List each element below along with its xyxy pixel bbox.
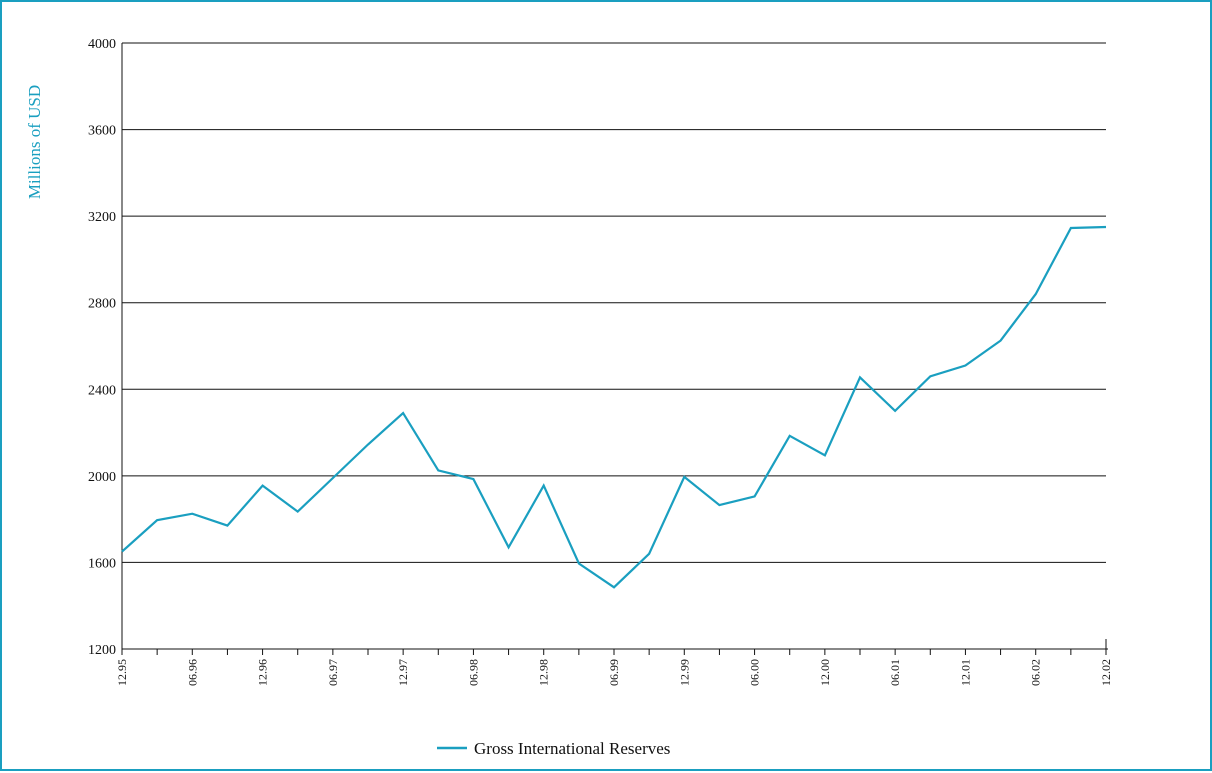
y-tick-labels: 1200 1600 2000 2400 2800 3200 3600 4000 xyxy=(88,37,116,658)
grid-lines xyxy=(122,42,1106,563)
series-line xyxy=(121,225,1107,589)
x-tick-label: 06.99 xyxy=(607,659,621,686)
x-tick-label: 06.97 xyxy=(326,659,340,686)
x-tick-label: 12.02 xyxy=(1099,659,1113,686)
y-tick-label: 1200 xyxy=(88,643,116,658)
legend-label: Gross International Reserves xyxy=(474,739,670,758)
x-tick-label: 12.01 xyxy=(958,659,972,686)
x-tick-label: 06.96 xyxy=(185,659,199,686)
y-tick-label: 3200 xyxy=(88,210,116,225)
x-tick-label: 06.01 xyxy=(888,659,902,686)
x-tick-label: 12.98 xyxy=(537,659,551,686)
x-tick-label: 06.02 xyxy=(1029,659,1043,686)
x-tick-label: 12.97 xyxy=(396,659,410,686)
legend: Gross International Reserves xyxy=(437,739,670,758)
y-tick-label: 1600 xyxy=(88,556,116,571)
y-tick-label: 2400 xyxy=(88,383,116,398)
x-tick-label: 06.98 xyxy=(466,659,480,686)
x-tick-label: 12.99 xyxy=(677,659,691,686)
y-tick-label: 2800 xyxy=(88,297,116,312)
x-tick-label: 12.95 xyxy=(115,659,129,686)
x-tick-label: 06.00 xyxy=(748,659,762,686)
y-axis-label: Millions of USD xyxy=(25,85,44,199)
x-tick-labels: 12.95 06.96 12.96 06.97 12.97 06.98 12.98 06.99… xyxy=(115,659,1113,686)
x-tick-label: 12.96 xyxy=(256,659,270,686)
series-lines xyxy=(121,225,1107,589)
y-tick-label: 4000 xyxy=(88,37,116,52)
x-tick-label: 12.00 xyxy=(818,659,832,686)
y-tick-label: 2000 xyxy=(88,470,116,485)
axes xyxy=(121,43,1108,655)
y-tick-label: 3600 xyxy=(88,124,116,139)
